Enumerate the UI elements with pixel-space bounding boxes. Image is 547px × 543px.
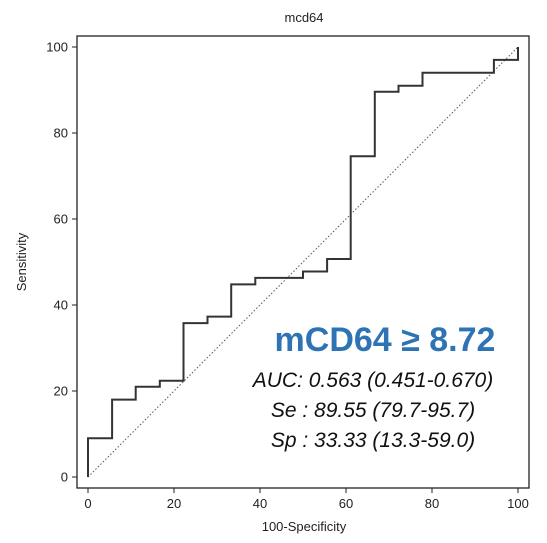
x-tick-label: 20: [167, 496, 181, 511]
y-axis-label: Sensitivity: [14, 232, 29, 291]
x-tick-label: 100: [507, 496, 529, 511]
y-tick-label: 40: [54, 298, 68, 313]
y-tick-label: 80: [54, 126, 68, 141]
plot-frame: [76, 35, 530, 489]
auc-annotation: AUC: 0.563 (0.451-0.670): [251, 369, 493, 392]
axis-ticks: 0 20 40 60 80 100 0 20 40 60 80 100: [46, 40, 529, 512]
cutoff-annotation: mCD64 ≥ 8.72: [275, 321, 496, 359]
x-tick-label: 60: [339, 496, 353, 511]
y-tick-label: 100: [46, 40, 68, 55]
roc-curve-line: [87, 47, 519, 477]
x-tick-label: 0: [84, 496, 91, 511]
chart-title: mcd64: [284, 10, 323, 25]
x-axis-label: 100-Specificity: [262, 519, 347, 534]
sensitivity-annotation: Se : 89.55 (79.7-95.7): [271, 399, 475, 422]
x-tick-label: 40: [253, 496, 267, 511]
y-tick-label: 20: [54, 384, 68, 399]
x-tick-label: 80: [425, 496, 439, 511]
y-tick-label: 0: [61, 470, 68, 485]
y-tick-label: 60: [54, 212, 68, 227]
specificity-annotation: Sp : 33.33 (13.3-59.0): [271, 429, 475, 452]
